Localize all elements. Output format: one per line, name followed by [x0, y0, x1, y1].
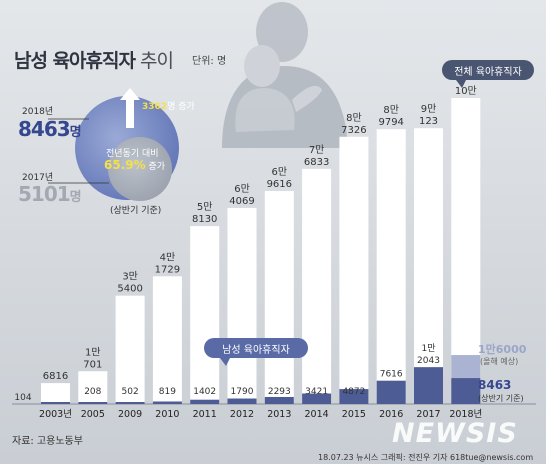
total-bar [451, 98, 481, 404]
male-bar-h1 [451, 378, 481, 404]
legend-total-pill [442, 60, 534, 80]
male-value-label: 1402 [193, 387, 216, 397]
year-2018-label: 2018년 [22, 107, 54, 117]
legend-male-pill [204, 338, 308, 358]
up-arrow-icon [120, 88, 140, 128]
total-value-label: 6만 [272, 166, 288, 178]
credit-line: 18.07.23 뉴시스 그래픽: 전진우 기자 618tue@newsis.c… [318, 453, 534, 462]
total-value-label: 701 [83, 359, 102, 370]
x-tick-label: 2017 [416, 409, 440, 420]
male-value-label: 4872 [342, 387, 365, 397]
yoy-label: 전년동기 대비 [106, 149, 159, 159]
male-value-label: 1790 [231, 387, 254, 397]
male-value-label: 208 [84, 387, 101, 397]
total-bar [41, 383, 70, 404]
x-tick-label: 2003년 [39, 409, 72, 420]
total-value-label: 1만 [85, 346, 101, 358]
total-value-label: 123 [419, 116, 438, 127]
male-bar [227, 398, 257, 404]
male-value-label: 1만 [421, 343, 435, 354]
x-tick-label: 2011 [193, 409, 217, 420]
increase-label: 3362명 증가 [142, 102, 195, 112]
male-bar [302, 393, 332, 404]
male-value-label: 3421 [305, 387, 328, 397]
total-value-label: 7326 [341, 125, 366, 136]
total-bar [376, 129, 406, 405]
total-value-label: 1729 [155, 264, 180, 275]
total-value-label: 10만 [455, 85, 477, 97]
h1-2018-note: (상반기 기준) [478, 394, 524, 403]
total-bar [414, 128, 443, 404]
x-tick-label: 2012 [230, 409, 254, 420]
total-value-label: 4069 [229, 196, 254, 207]
legend-male: 남성 육아휴직자 [222, 345, 290, 356]
total-bar [339, 136, 369, 404]
male-value-label: 2293 [268, 387, 291, 397]
estimate-2018-note: (올해 예상) [480, 357, 519, 366]
male-bar [339, 389, 369, 404]
total-value-label: 9616 [267, 179, 292, 190]
x-tick-label: 2016 [379, 409, 403, 420]
total-value-label: 6833 [304, 157, 329, 168]
x-tick-label: 2005 [81, 409, 105, 420]
total-bar [115, 295, 145, 404]
total-value-label: 8만 [383, 104, 399, 116]
male-bar [41, 402, 70, 404]
unit-label: 단위: 명 [192, 56, 227, 67]
total-bar [264, 190, 294, 404]
value-2017: 5101명 [18, 182, 82, 206]
total-value-label: 6816 [43, 371, 68, 382]
total-bar [152, 276, 182, 404]
father-child-illustration [222, 2, 348, 148]
total-value-label: 6만 [234, 183, 250, 195]
x-tick-label: 2010 [155, 409, 179, 420]
bars: 2003년681610420051만70120820093만5400502201… [14, 85, 482, 420]
h1-2018-value: 8463 [478, 378, 512, 392]
male-bar [264, 396, 294, 404]
male-bar [78, 402, 108, 404]
total-bar [302, 168, 332, 404]
x-tick-label: 2015 [342, 409, 366, 420]
x-tick-label: 2013 [267, 409, 291, 420]
male-bar [414, 367, 443, 404]
legend-total: 전체 육아휴직자 [454, 67, 522, 78]
male-value-label: 819 [159, 387, 176, 397]
year-2017-label: 2017년 [22, 173, 54, 183]
male-value-label: 7616 [380, 370, 403, 380]
x-tick-label: 2018년 [449, 409, 482, 420]
page-title: 남성 육아휴직자 추이 [14, 50, 174, 72]
newsis-logo: NEWSIS [392, 418, 518, 449]
total-bar [78, 371, 108, 404]
total-value-label: 5400 [117, 284, 142, 295]
male-bar [115, 402, 145, 404]
total-bar [227, 207, 257, 404]
x-tick-label: 2014 [305, 409, 329, 420]
male-bar [190, 399, 220, 404]
total-value-label: 9만 [421, 103, 437, 115]
basis-note: (상반기 기준) [110, 206, 162, 216]
total-value-label: 3만 [122, 271, 138, 283]
male-bar [152, 401, 182, 404]
total-value-label: 4만 [160, 251, 176, 263]
source-note: 자료: 고용노동부 [12, 436, 83, 447]
male-value-label: 502 [122, 387, 139, 397]
total-value-label: 7만 [309, 144, 325, 156]
total-value-label: 8130 [192, 214, 217, 225]
total-value-label: 5만 [197, 201, 213, 213]
estimate-2018-value: 1만6000 [478, 343, 527, 356]
male-value-label: 2043 [417, 356, 440, 366]
value-2018: 8463명 [18, 117, 82, 141]
x-tick-label: 2009 [118, 409, 142, 420]
total-bar [190, 226, 220, 404]
male-bar [376, 380, 406, 404]
yoy-value: 65.9% 증가 [104, 158, 166, 172]
bubble-2017 [108, 137, 172, 201]
total-value-label: 9794 [378, 117, 403, 128]
male-value-label: 104 [14, 393, 31, 403]
total-value-label: 8만 [346, 112, 362, 124]
